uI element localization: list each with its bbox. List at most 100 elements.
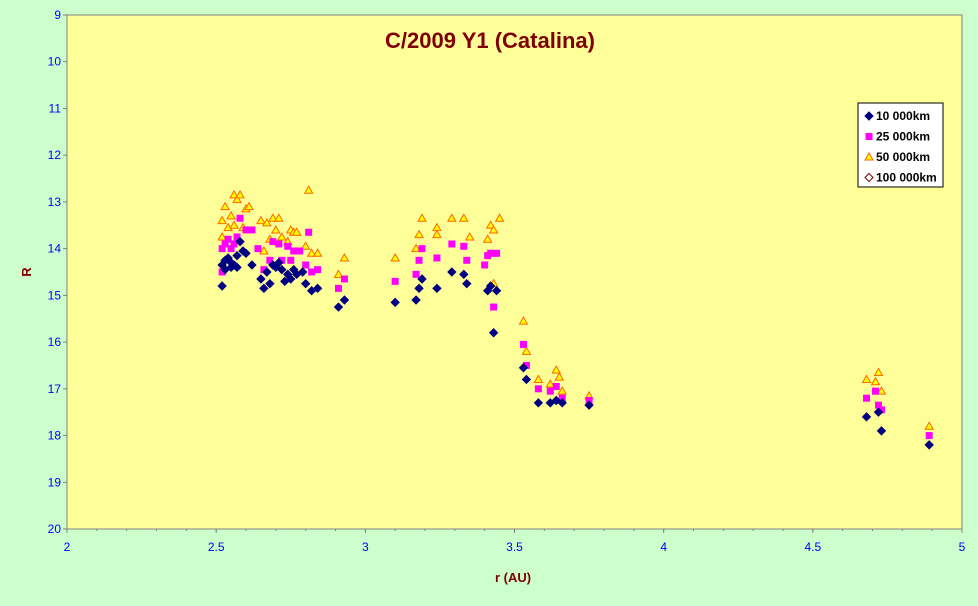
data-point bbox=[267, 213, 278, 222]
data-point bbox=[417, 213, 427, 222]
data-point bbox=[290, 247, 298, 255]
data-point bbox=[220, 201, 230, 211]
legend-marker bbox=[864, 111, 874, 121]
data-point bbox=[277, 264, 287, 275]
data-point bbox=[415, 256, 423, 264]
data-point bbox=[460, 242, 468, 250]
legend-label: 100 000km bbox=[876, 171, 937, 185]
x-tick-label: 3.5 bbox=[506, 540, 523, 554]
x-tick-label: 4 bbox=[660, 540, 667, 554]
data-point bbox=[551, 365, 562, 374]
y-tick-label: 10 bbox=[48, 55, 62, 69]
data-point bbox=[334, 284, 342, 292]
y-tick-label: 18 bbox=[48, 429, 62, 443]
data-points bbox=[217, 185, 935, 450]
data-point bbox=[339, 295, 350, 305]
data-point bbox=[554, 372, 565, 381]
data-point bbox=[924, 421, 935, 430]
data-point bbox=[494, 213, 505, 222]
data-point bbox=[230, 240, 238, 248]
data-point bbox=[557, 398, 567, 408]
data-point bbox=[247, 260, 257, 270]
data-point bbox=[458, 213, 469, 222]
data-point bbox=[275, 240, 283, 248]
data-point bbox=[487, 249, 495, 257]
y-tick-label: 12 bbox=[48, 148, 62, 162]
data-point bbox=[493, 249, 501, 257]
data-point bbox=[876, 426, 887, 436]
data-point bbox=[235, 189, 245, 199]
data-point bbox=[274, 257, 284, 268]
data-point bbox=[863, 394, 871, 402]
data-point bbox=[306, 248, 317, 257]
y-axis-title: R bbox=[19, 267, 34, 277]
legend-label: 10 000km bbox=[876, 109, 930, 123]
data-point bbox=[340, 275, 348, 283]
data-point bbox=[876, 386, 887, 395]
legend-label: 50 000km bbox=[876, 150, 930, 164]
data-point bbox=[262, 267, 272, 277]
data-point bbox=[491, 285, 502, 296]
data-point bbox=[861, 412, 872, 422]
data-point bbox=[297, 267, 308, 277]
y-tick-label: 9 bbox=[54, 8, 61, 22]
y-tick-label: 17 bbox=[48, 382, 62, 396]
axes: 9 10 11 12 13 14 15 16 17 18 19 202 2.5 3 3.5 4 4.5 5 bbox=[48, 8, 966, 554]
data-point bbox=[925, 432, 933, 440]
data-point bbox=[390, 252, 401, 262]
data-point bbox=[269, 238, 277, 246]
data-point bbox=[521, 346, 532, 355]
data-point bbox=[308, 268, 316, 276]
legend-label: 25 000km bbox=[876, 130, 930, 144]
data-point bbox=[226, 210, 236, 220]
data-point bbox=[485, 281, 496, 291]
data-point bbox=[545, 379, 556, 388]
data-point bbox=[488, 224, 499, 234]
data-point bbox=[256, 274, 266, 284]
data-point bbox=[485, 220, 496, 229]
data-point bbox=[518, 363, 529, 373]
data-point bbox=[259, 283, 269, 294]
data-point bbox=[305, 228, 313, 236]
data-point bbox=[312, 283, 323, 294]
legend-marker bbox=[865, 133, 873, 140]
x-axis-title: r (AU) bbox=[495, 570, 531, 585]
data-point bbox=[463, 256, 471, 264]
data-point bbox=[224, 235, 232, 243]
data-point bbox=[459, 269, 469, 280]
x-tick-label: 2 bbox=[64, 540, 71, 554]
data-point bbox=[333, 302, 344, 312]
data-point bbox=[870, 376, 881, 386]
data-point bbox=[417, 274, 427, 284]
data-point bbox=[432, 283, 442, 294]
data-point bbox=[861, 374, 872, 383]
data-point bbox=[584, 400, 594, 410]
data-point bbox=[217, 231, 227, 241]
data-point bbox=[411, 295, 421, 305]
data-point bbox=[518, 316, 529, 325]
data-point bbox=[462, 278, 472, 289]
x-tick-label: 5 bbox=[959, 540, 966, 554]
data-point bbox=[242, 226, 250, 234]
y-tick-label: 14 bbox=[48, 242, 62, 256]
data-point bbox=[284, 242, 292, 250]
y-tick-label: 16 bbox=[48, 335, 62, 349]
x-tick-label: 4.5 bbox=[804, 540, 821, 554]
data-point bbox=[414, 283, 424, 294]
data-point bbox=[254, 245, 262, 253]
data-point bbox=[446, 213, 457, 222]
data-point bbox=[411, 243, 421, 253]
data-point bbox=[273, 213, 284, 222]
data-point bbox=[873, 367, 884, 376]
data-point bbox=[270, 224, 281, 234]
data-point bbox=[223, 222, 233, 232]
data-point bbox=[314, 266, 322, 274]
data-point bbox=[533, 398, 544, 408]
data-point bbox=[482, 234, 493, 243]
data-point bbox=[235, 236, 245, 247]
legend: 10 000km 25 000km 50 000km 100 000km bbox=[857, 102, 944, 188]
data-point bbox=[256, 215, 266, 225]
data-point bbox=[217, 281, 227, 291]
chart-title: C/2009 Y1 (Catalina) bbox=[385, 28, 595, 53]
